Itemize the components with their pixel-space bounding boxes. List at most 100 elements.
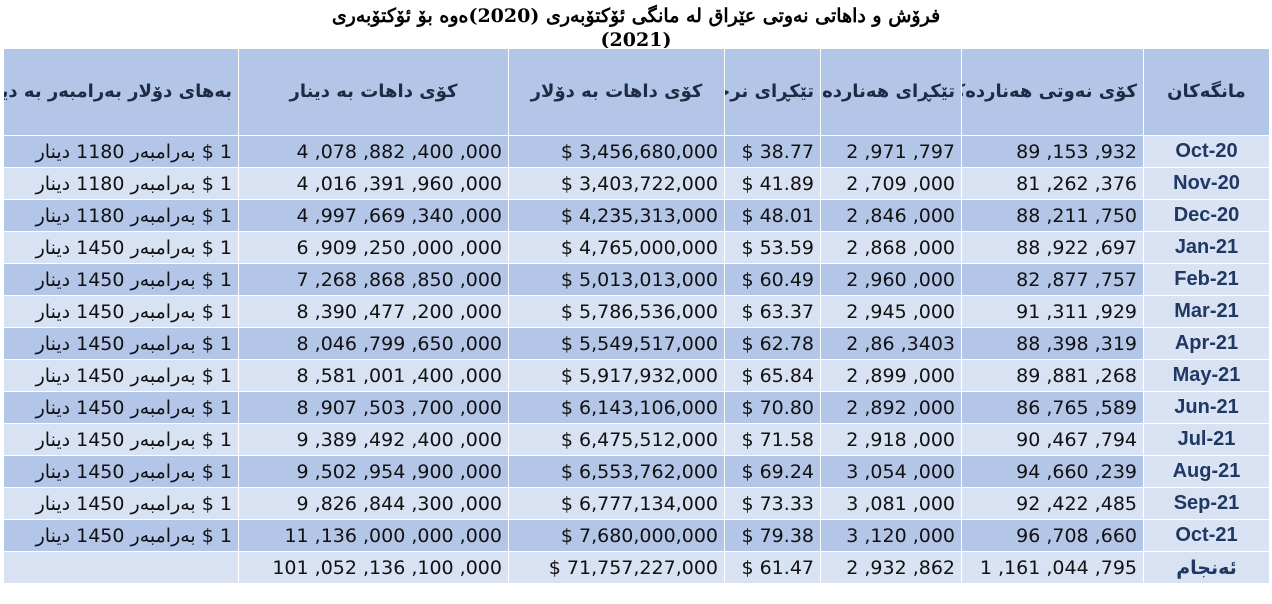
cell-revenue-iqd: 9 ,389 ,492 ,400 ,000 <box>238 423 509 456</box>
cell-total-export: 81 ,262 ,376 <box>961 167 1144 200</box>
total-total-export: 1 ,161 ,044 ,795 <box>961 551 1144 584</box>
cell-month: Jun-21 <box>1143 391 1270 424</box>
total-avg-export: 2 ,932 ,862 <box>820 551 962 584</box>
title-line-2: (2021) <box>600 29 672 51</box>
table-row: 1 $ بەرامبەر 1450 دینار 9 ,389 ,492 ,400 … <box>3 423 1270 456</box>
header-total-export: کۆی نەوتی هەناردەکراو بەرمیل/مانگانە <box>961 48 1144 136</box>
cell-month: Aug-21 <box>1143 455 1270 488</box>
cell-avg-export: 3 ,054 ,000 <box>820 455 962 488</box>
cell-exchange: 1 $ بەرامبەر 1450 دینار <box>3 455 239 488</box>
cell-month: Oct-21 <box>1143 519 1270 552</box>
page-title: فرۆش و داهاتی نەوتی عێراق لە مانگی ئۆکتۆ… <box>0 4 1272 52</box>
cell-revenue-iqd: 11 ,136 ,000 ,000 ,000 <box>238 519 509 552</box>
oil-revenue-table: بەهای دۆلار بەرامبەر بە دینار کۆی داهات … <box>3 48 1270 584</box>
cell-total-export: 89 ,881 ,268 <box>961 359 1144 392</box>
cell-revenue-iqd: 7 ,268 ,868 ,850 ,000 <box>238 263 509 296</box>
title-line-1: فرۆش و داهاتی نەوتی عێراق لە مانگی ئۆکتۆ… <box>331 5 941 27</box>
cell-avg-export: 2 ,945 ,000 <box>820 295 962 328</box>
cell-avg-export: 2 ,709 ,000 <box>820 167 962 200</box>
cell-avg-export: 2 ,971 ,797 <box>820 135 962 168</box>
table-row: 1 $ بەرامبەر 1450 دینار 8 ,046 ,799 ,650 … <box>3 327 1270 360</box>
cell-month: Jan-21 <box>1143 231 1270 264</box>
cell-avg-price: $ 71.58 <box>724 423 821 456</box>
cell-month: Sep-21 <box>1143 487 1270 520</box>
cell-total-export: 88 ,211 ,750 <box>961 199 1144 232</box>
cell-revenue-usd: $ 3,456,680,000 <box>508 135 725 168</box>
cell-exchange: 1 $ بەرامبەر 1450 دینار <box>3 391 239 424</box>
cell-revenue-iqd: 9 ,826 ,844 ,300 ,000 <box>238 487 509 520</box>
cell-revenue-iqd: 9 ,502 ,954 ,900 ,000 <box>238 455 509 488</box>
cell-revenue-usd: $ 6,143,106,000 <box>508 391 725 424</box>
cell-exchange: 1 $ بەرامبەر 1450 دینار <box>3 519 239 552</box>
table-row: 1 $ بەرامبەر 1450 دینار 9 ,826 ,844 ,300 … <box>3 487 1270 520</box>
cell-avg-price: $ 69.24 <box>724 455 821 488</box>
table-row: 1 $ بەرامبەر 1450 دینار 6 ,909 ,250 ,000 … <box>3 231 1270 264</box>
cell-month: Jul-21 <box>1143 423 1270 456</box>
cell-exchange: 1 $ بەرامبەر 1450 دینار <box>3 423 239 456</box>
header-avg-price: تێکڕای نرخی نەوت <box>724 48 821 136</box>
cell-exchange: 1 $ بەرامبەر 1180 دینار <box>3 167 239 200</box>
cell-revenue-iqd: 8 ,390 ,477 ,200 ,000 <box>238 295 509 328</box>
cell-total-export: 94 ,660 ,239 <box>961 455 1144 488</box>
cell-avg-export: 2 ,960 ,000 <box>820 263 962 296</box>
cell-exchange: 1 $ بەرامبەر 1450 دینار <box>3 327 239 360</box>
cell-avg-price: $ 62.78 <box>724 327 821 360</box>
cell-exchange: 1 $ بەرامبەر 1180 دینار <box>3 135 239 168</box>
total-revenue-usd: $ 71,757,227,000 <box>508 551 725 584</box>
cell-avg-price: $ 53.59 <box>724 231 821 264</box>
cell-month: May-21 <box>1143 359 1270 392</box>
cell-total-export: 91 ,311 ,929 <box>961 295 1144 328</box>
cell-total-export: 86 ,765 ,589 <box>961 391 1144 424</box>
cell-total-export: 88 ,922 ,697 <box>961 231 1144 264</box>
cell-avg-export: 2 ,918 ,000 <box>820 423 962 456</box>
cell-exchange: 1 $ بەرامبەر 1450 دینار <box>3 231 239 264</box>
cell-avg-price: $ 48.01 <box>724 199 821 232</box>
cell-revenue-usd: $ 4,765,000,000 <box>508 231 725 264</box>
cell-avg-price: $ 63.37 <box>724 295 821 328</box>
cell-month: Feb-21 <box>1143 263 1270 296</box>
cell-revenue-iqd: 4 ,078 ,882 ,400 ,000 <box>238 135 509 168</box>
cell-avg-price: $ 38.77 <box>724 135 821 168</box>
cell-exchange: 1 $ بەرامبەر 1450 دینار <box>3 295 239 328</box>
total-row: 101 ,052 ,136 ,100 ,000 $ 71,757,227,000… <box>3 551 1270 584</box>
table-row: 1 $ بەرامبەر 1180 دینار 4 ,016 ,391 ,960 … <box>3 167 1270 200</box>
cell-total-export: 89 ,153 ,932 <box>961 135 1144 168</box>
cell-revenue-usd: $ 3,403,722,000 <box>508 167 725 200</box>
cell-avg-export: 3 ,120 ,000 <box>820 519 962 552</box>
header-avg-export: تێکڕای هەناردەی بەرمیل/رۆژانە <box>820 48 962 136</box>
total-revenue-iqd: 101 ,052 ,136 ,100 ,000 <box>238 551 509 584</box>
cell-total-export: 96 ,708 ,660 <box>961 519 1144 552</box>
cell-revenue-iqd: 8 ,907 ,503 ,700 ,000 <box>238 391 509 424</box>
cell-revenue-usd: $ 5,786,536,000 <box>508 295 725 328</box>
cell-month: Oct-20 <box>1143 135 1270 168</box>
cell-revenue-usd: $ 5,549,517,000 <box>508 327 725 360</box>
cell-revenue-usd: $ 6,475,512,000 <box>508 423 725 456</box>
cell-revenue-usd: $ 7,680,000,000 <box>508 519 725 552</box>
cell-total-export: 88 ,398 ,319 <box>961 327 1144 360</box>
cell-avg-price: $ 79.38 <box>724 519 821 552</box>
header-row: بەهای دۆلار بەرامبەر بە دینار کۆی داهات … <box>3 48 1270 136</box>
cell-month: Dec-20 <box>1143 199 1270 232</box>
cell-revenue-iqd: 4 ,997 ,669 ,340 ,000 <box>238 199 509 232</box>
cell-exchange: 1 $ بەرامبەر 1450 دینار <box>3 359 239 392</box>
cell-avg-export: 3 ,081 ,000 <box>820 487 962 520</box>
cell-revenue-usd: $ 5,917,932,000 <box>508 359 725 392</box>
cell-avg-price: $ 65.84 <box>724 359 821 392</box>
table-row: 1 $ بەرامبەر 1450 دینار 8 ,390 ,477 ,200 … <box>3 295 1270 328</box>
cell-revenue-iqd: 4 ,016 ,391 ,960 ,000 <box>238 167 509 200</box>
cell-revenue-iqd: 6 ,909 ,250 ,000 ,000 <box>238 231 509 264</box>
cell-avg-export: 2 ,868 ,000 <box>820 231 962 264</box>
table-row: 1 $ بەرامبەر 1180 دینار 4 ,997 ,669 ,340 … <box>3 199 1270 232</box>
header-month: مانگەکان <box>1143 48 1270 136</box>
cell-month: Mar-21 <box>1143 295 1270 328</box>
table-row: 1 $ بەرامبەر 1450 دینار 8 ,581 ,001 ,400 … <box>3 359 1270 392</box>
table-row: 1 $ بەرامبەر 1450 دینار 7 ,268 ,868 ,850 … <box>3 263 1270 296</box>
cell-avg-export: 2 ,892 ,000 <box>820 391 962 424</box>
cell-avg-export: 2 ,846 ,000 <box>820 199 962 232</box>
cell-revenue-usd: $ 6,553,762,000 <box>508 455 725 488</box>
cell-total-export: 82 ,877 ,757 <box>961 263 1144 296</box>
cell-revenue-usd: $ 4,235,313,000 <box>508 199 725 232</box>
cell-avg-price: $ 41.89 <box>724 167 821 200</box>
cell-revenue-iqd: 8 ,046 ,799 ,650 ,000 <box>238 327 509 360</box>
header-exchange: بەهای دۆلار بەرامبەر بە دینار <box>3 48 239 136</box>
